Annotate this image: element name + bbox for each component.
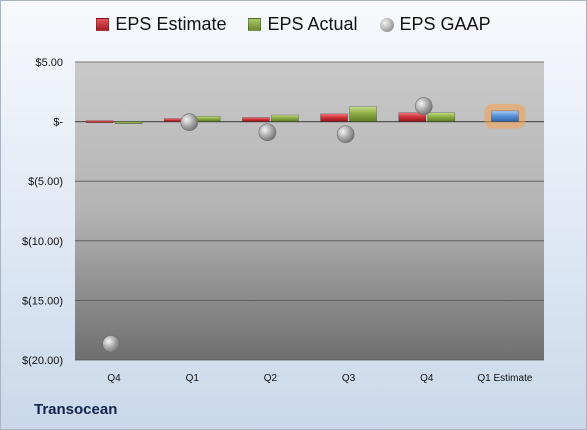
y-tick-label: $(15.00) (22, 295, 63, 307)
legend-swatch-eps-gaap (379, 17, 394, 32)
point-eps-gaap (180, 113, 199, 131)
legend-label-eps-gaap: EPS GAAP (399, 14, 491, 34)
y-tick-label: $(10.00) (22, 236, 63, 248)
legend-swatch-eps-actual (248, 18, 262, 31)
bar-eps-actual (271, 114, 299, 122)
bar-eps-actual (114, 121, 143, 124)
bar-eps-estimate (242, 117, 270, 122)
bar-eps-estimate (398, 112, 427, 122)
company-name: Transocean (34, 401, 118, 418)
legend-item-eps-actual: EPS Actual (248, 14, 358, 35)
point-eps-gaap (336, 125, 355, 143)
plot-area (75, 62, 544, 360)
x-tick-label: Q2 (264, 373, 278, 384)
legend-item-eps-estimate: EPS Estimate (96, 14, 226, 35)
x-tick-label: Q1 (186, 373, 200, 384)
x-tick-label: Q4 (420, 373, 434, 384)
bar-eps-actual (427, 112, 456, 122)
x-tick-label: Q1 Estimate (477, 373, 532, 384)
y-tick-label: $- (53, 117, 63, 129)
legend-swatch-eps-estimate (96, 18, 110, 31)
point-eps-gaap (102, 335, 120, 353)
bar-eps-estimate (320, 113, 348, 122)
bar-eps-estimate (85, 120, 114, 123)
chart-legend: EPS Estimate EPS Actual EPS GAAP (0, 14, 587, 35)
legend-label-eps-estimate: EPS Estimate (115, 14, 227, 34)
y-tick-label: $(20.00) (22, 355, 63, 367)
point-eps-gaap (414, 97, 433, 115)
bar-eps-actual (349, 106, 377, 122)
x-tick-label: Q4 (107, 373, 121, 384)
x-tick-label: Q3 (342, 373, 356, 384)
point-eps-gaap (258, 123, 277, 142)
legend-item-eps-gaap: EPS GAAP (379, 14, 491, 35)
bar-q1-estimate (491, 110, 519, 122)
legend-label-eps-actual: EPS Actual (267, 14, 358, 34)
y-tick-label: $5.00 (35, 57, 63, 69)
y-tick-label: $(5.00) (28, 176, 63, 188)
